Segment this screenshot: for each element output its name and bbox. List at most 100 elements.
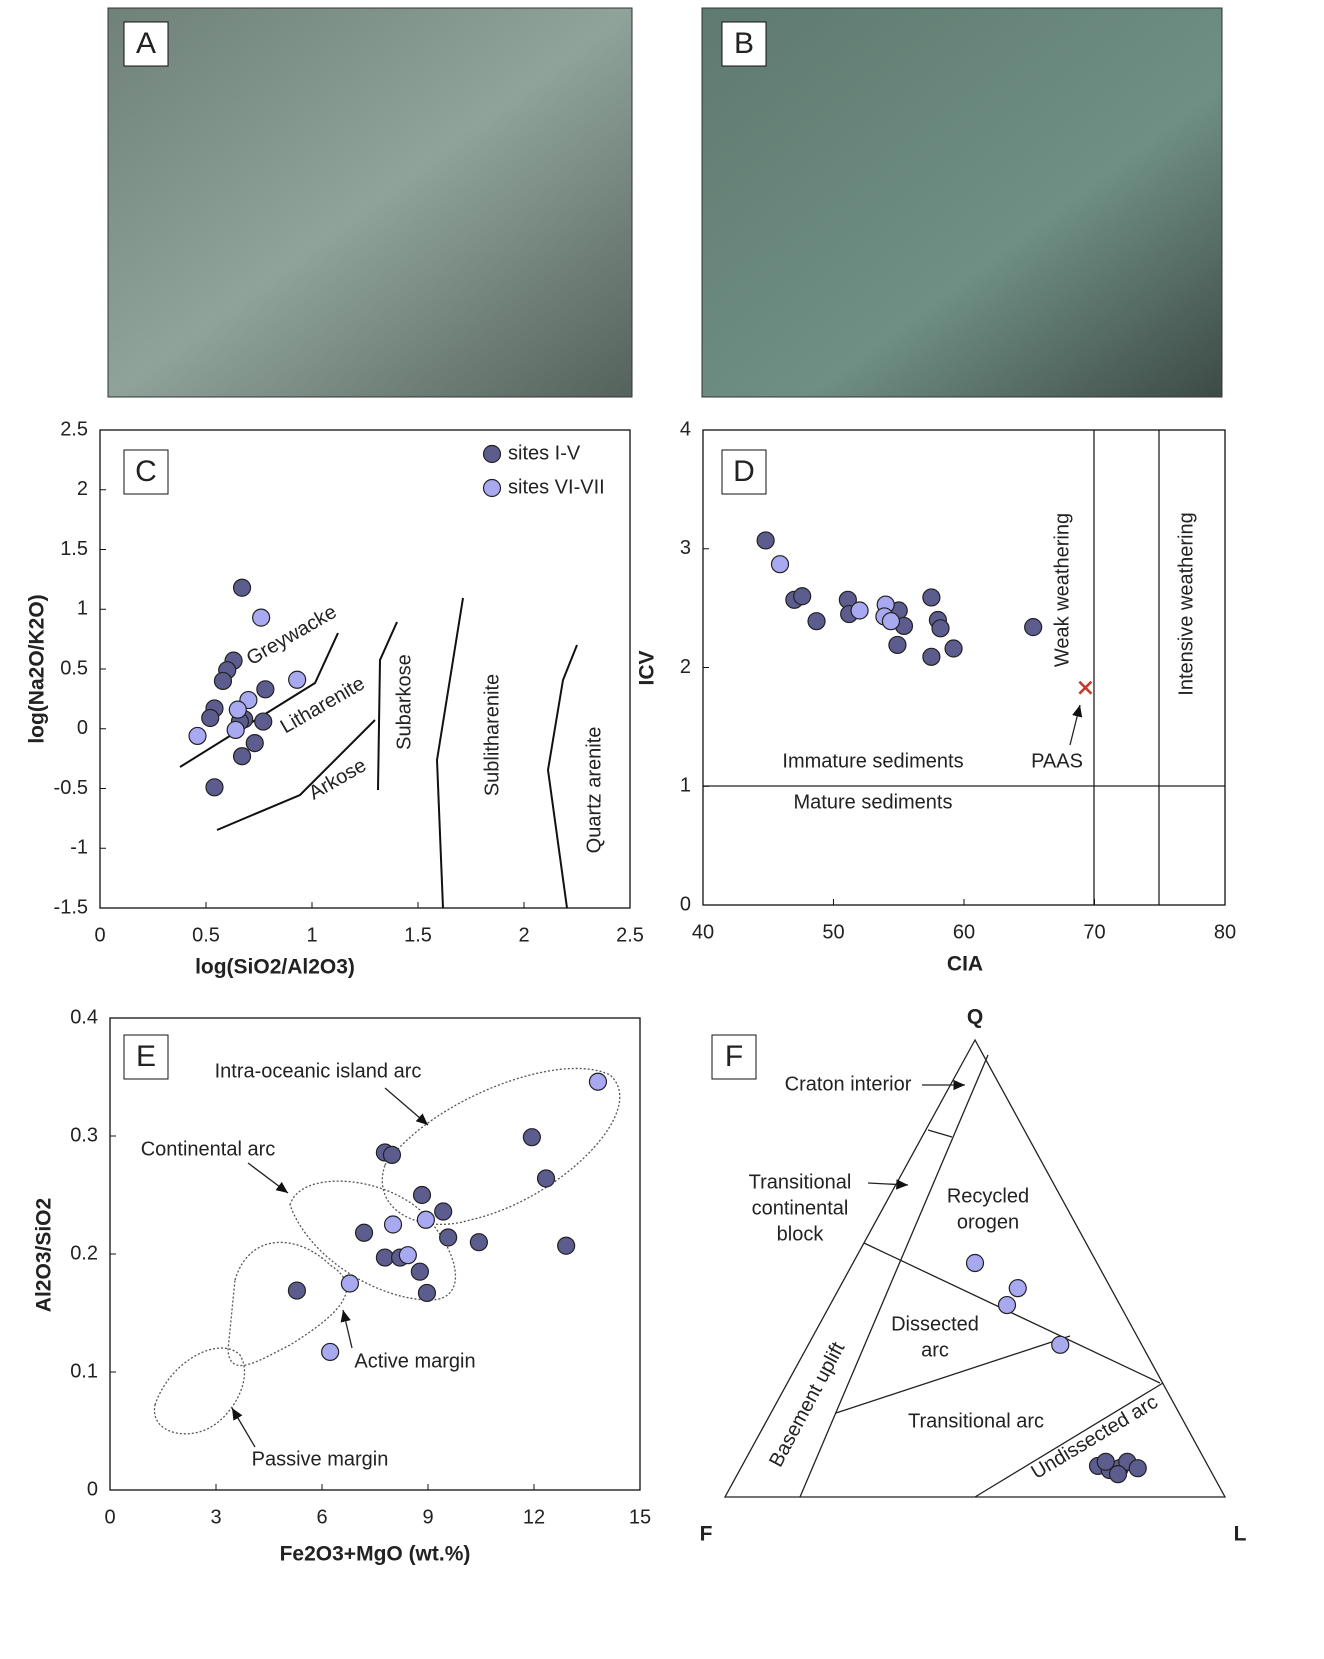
data-point — [932, 620, 949, 637]
panel-label: E — [136, 1040, 156, 1073]
plot-frame — [703, 430, 1225, 905]
data-point — [322, 1343, 339, 1360]
x-tick-label: 2.5 — [616, 924, 644, 946]
data-point — [1129, 1460, 1146, 1477]
data-point — [383, 1146, 400, 1163]
field-label: Dissected — [891, 1313, 979, 1335]
annotation: Mature sediments — [794, 791, 953, 813]
y-tick-label: 3 — [680, 537, 691, 559]
data-point — [385, 1216, 402, 1233]
arrow — [868, 1183, 908, 1185]
data-point — [523, 1129, 540, 1146]
field-label: Basement uplift — [765, 1338, 849, 1470]
data-point — [558, 1237, 575, 1254]
arrow — [232, 1408, 255, 1447]
x-tick-label: 60 — [953, 921, 975, 943]
panel-label: F — [725, 1040, 743, 1073]
legend-label: sites VI-VII — [508, 476, 605, 498]
data-point — [999, 1297, 1016, 1314]
y-axis-label: log(Na2O/K2O) — [26, 594, 49, 743]
legend-marker — [484, 446, 501, 463]
plot-frame — [100, 430, 630, 908]
data-point — [882, 613, 899, 630]
data-point — [589, 1073, 606, 1090]
annotation: Active margin — [354, 1350, 475, 1372]
data-point — [257, 681, 274, 698]
data-point — [234, 748, 251, 765]
x-tick-label: 2 — [518, 924, 529, 946]
annotation: Passive margin — [252, 1448, 389, 1470]
data-point — [1009, 1280, 1026, 1297]
x-axis-label: CIA — [947, 953, 983, 976]
annotation: Weak weathering — [1051, 513, 1073, 667]
data-point — [470, 1234, 487, 1251]
field-label: orogen — [957, 1211, 1019, 1233]
apex-label: L — [1234, 1523, 1247, 1546]
y-axis-label: ICV — [636, 650, 659, 685]
y-tick-label: 0.1 — [70, 1360, 98, 1382]
reference-point — [1079, 682, 1091, 694]
panel-label: C — [135, 455, 157, 488]
data-point — [771, 556, 788, 573]
apex-label: Q — [967, 1006, 983, 1029]
x-tick-label: 0.5 — [192, 924, 220, 946]
annotation: Immature sediments — [782, 750, 963, 772]
panel-label: D — [733, 455, 755, 488]
y-axis-label: Al2O3/SiO2 — [33, 1198, 56, 1312]
y-tick-label: 0 — [680, 893, 691, 915]
field-label: block — [777, 1223, 825, 1245]
y-tick-label: 0.5 — [60, 657, 88, 679]
data-point — [851, 602, 868, 619]
data-point — [967, 1255, 984, 1272]
panel-label: B — [734, 27, 754, 60]
x-tick-label: 40 — [692, 921, 714, 943]
x-tick-label: 50 — [822, 921, 844, 943]
annotation: Continental arc — [141, 1138, 276, 1160]
data-point — [411, 1263, 428, 1280]
field-label: continental — [752, 1197, 849, 1219]
annotation: Intensive weathering — [1175, 512, 1197, 695]
field-boundary — [836, 1336, 1070, 1413]
field-label: Sublitharenite — [481, 674, 503, 796]
data-point — [214, 672, 231, 689]
y-tick-label: 1.5 — [60, 538, 88, 560]
data-point — [341, 1275, 358, 1292]
y-tick-label: 2 — [680, 656, 691, 678]
legend-marker — [484, 480, 501, 497]
data-point — [417, 1211, 434, 1228]
field-outline — [290, 1181, 455, 1300]
data-point — [246, 735, 263, 752]
x-tick-label: 9 — [422, 1506, 433, 1528]
x-axis-label: Fe2O3+MgO (wt.%) — [280, 1543, 471, 1566]
field-label: Recycled — [947, 1185, 1029, 1207]
data-point — [435, 1203, 452, 1220]
panel-label: A — [136, 27, 156, 60]
y-tick-label: 0.2 — [70, 1242, 98, 1264]
data-point — [1052, 1336, 1069, 1353]
data-point — [288, 1282, 305, 1299]
data-point — [189, 727, 206, 744]
y-tick-label: -0.5 — [54, 777, 88, 799]
annotation: Intra-oceanic island arc — [215, 1060, 422, 1082]
x-tick-label: 70 — [1083, 921, 1105, 943]
annotation: PAAS — [1031, 750, 1083, 772]
data-point — [356, 1224, 373, 1241]
y-tick-label: -1.5 — [54, 896, 88, 918]
x-tick-label: 80 — [1214, 921, 1236, 943]
field-label: arc — [921, 1339, 949, 1361]
field-boundary — [437, 598, 463, 908]
field-boundary — [928, 1130, 952, 1137]
y-tick-label: 0.4 — [70, 1006, 98, 1028]
data-point — [538, 1170, 555, 1187]
y-tick-label: 1 — [680, 775, 691, 797]
field-label: Craton interior — [785, 1073, 912, 1095]
data-point — [227, 721, 244, 738]
field-label: Arkose — [305, 754, 370, 804]
y-tick-label: 2 — [77, 478, 88, 500]
photo-a — [108, 8, 632, 397]
y-tick-label: 1 — [77, 598, 88, 620]
data-point — [808, 613, 825, 630]
x-axis-label: log(SiO2/Al2O3) — [195, 956, 355, 979]
y-tick-label: 0 — [77, 717, 88, 739]
field-boundary — [548, 645, 577, 908]
